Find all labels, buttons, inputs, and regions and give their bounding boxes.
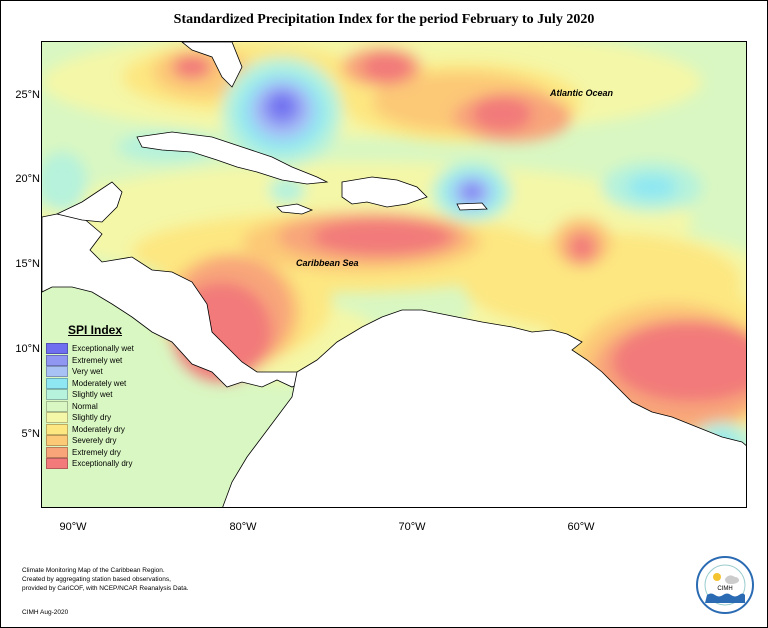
spi-legend: SPI Index Exceptionally wet Extremely wet… [46, 323, 156, 470]
legend-swatch [46, 435, 68, 447]
legend-swatch [46, 458, 68, 470]
lon-label-90w: 90°W [59, 521, 87, 533]
legend-item: Slightly dry [46, 412, 156, 424]
lat-label-25n: 25°N [15, 89, 40, 101]
legend-swatch [46, 400, 68, 412]
legend-swatch [46, 423, 68, 435]
legend-item: Slightly wet [46, 389, 156, 401]
lat-label-10n: 10°N [15, 343, 40, 355]
lon-label-60w: 60°W [567, 521, 595, 533]
land-masses [42, 42, 746, 507]
legend-item: Exceptionally dry [46, 458, 156, 470]
cimh-logo-icon: CIMH [695, 555, 755, 615]
legend-swatch [46, 446, 68, 458]
legend-label: Extremely dry [72, 447, 121, 457]
legend-label: Slightly dry [72, 413, 112, 423]
legend-title: SPI Index [68, 323, 123, 337]
legend-swatch [46, 377, 68, 389]
legend-swatch [46, 366, 68, 378]
legend-label: Very wet [72, 367, 103, 377]
legend-item: Very wet [46, 366, 156, 378]
logo-text: CIMH [717, 586, 732, 592]
lat-label-20n: 20°N [15, 173, 40, 185]
legend-label: Severely dry [72, 436, 117, 446]
legend-swatch [46, 343, 68, 355]
legend-item: Normal [46, 400, 156, 413]
map-description: Climate Monitoring Map of the Caribbean … [22, 566, 189, 593]
legend-swatch [46, 412, 68, 424]
legend-label: Moderately wet [72, 378, 127, 388]
legend-item: Moderately dry [46, 423, 156, 436]
legend-item: Severely dry [46, 435, 156, 447]
legend-label: Exceptionally dry [72, 459, 133, 469]
legend-item: Exceptionally wet [46, 343, 156, 355]
map-title: Standardized Precipitation Index for the… [173, 12, 595, 27]
legend-label: Moderately dry [72, 424, 125, 434]
caribbean-sea-label: Caribbean Sea [296, 258, 359, 268]
lat-label-5n: 5°N [21, 428, 40, 440]
spi-map [41, 41, 747, 508]
legend-label: Slightly wet [72, 390, 113, 400]
legend-swatch [46, 354, 68, 366]
footer-line-2: Created by aggregating station based obs… [22, 576, 171, 583]
legend-item: Moderately wet [46, 377, 156, 390]
footer-credit: CIMH Aug-2020 [22, 609, 69, 616]
footer-line-1: Climate Monitoring Map of the Caribbean … [22, 567, 165, 574]
legend-swatch [46, 389, 68, 401]
lon-label-70w: 70°W [398, 521, 426, 533]
lon-label-80w: 80°W [229, 521, 257, 533]
footer-line-3: provided by CariCOF, with NCEP/NCAR Rean… [22, 585, 189, 592]
legend-label: Exceptionally wet [72, 344, 134, 354]
legend-label: Extremely wet [72, 355, 123, 365]
legend-label: Normal [72, 401, 98, 411]
legend-item: Extremely wet [46, 354, 156, 367]
atlantic-ocean-label: Atlantic Ocean [550, 88, 614, 98]
lat-label-15n: 15°N [15, 258, 40, 270]
spi-map-canvas [42, 42, 746, 507]
legend-item: Extremely dry [46, 446, 156, 459]
legend-items: Exceptionally wet Extremely wet Very wet Mo… [46, 343, 156, 470]
